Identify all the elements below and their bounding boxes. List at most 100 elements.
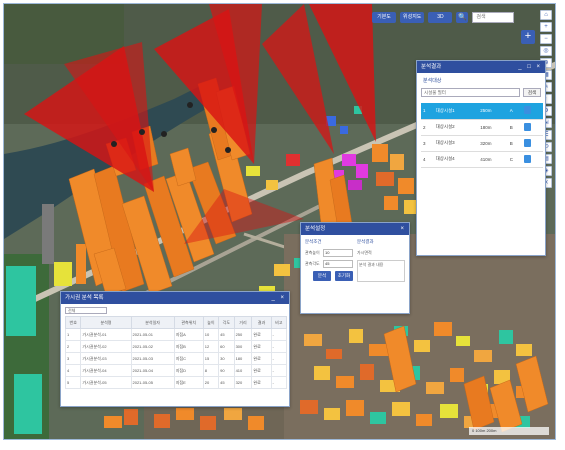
angle-label: 관측각도: [305, 261, 320, 266]
column-header[interactable]: 결과: [251, 316, 272, 329]
cell: 지점B: [173, 340, 204, 353]
results-filter-button[interactable]: 검색: [523, 88, 541, 97]
cell: 대상시설3: [433, 135, 479, 152]
table-row[interactable]: 2 가시권분석-02 2021-05-02 지점B 12 60 300 완료 -: [64, 340, 288, 353]
cell: 가시권분석-05: [80, 376, 132, 389]
top-toolbar: 기본도 위성지도 3D 🔍 검색: [372, 12, 515, 23]
analysis-note: 분석 결과 내용: [357, 260, 405, 282]
home-icon[interactable]: ⌂: [540, 10, 552, 20]
results-subtitle: 분석대상: [423, 78, 442, 84]
cell: 10: [202, 328, 220, 341]
column-header[interactable]: 분석일자: [130, 316, 175, 329]
cell: 가시권분석-01: [80, 328, 132, 341]
cell: 90: [218, 364, 235, 377]
cell: 1: [64, 328, 82, 341]
column-header[interactable]: 관측위치: [173, 316, 204, 329]
cell: 3: [64, 352, 82, 365]
results-panel-header[interactable]: 분석결과 _ □ ×: [417, 61, 545, 73]
analysis-popup-header[interactable]: 분석설정 ×: [301, 223, 409, 235]
cell: 2021-05-03: [130, 352, 175, 365]
toolbar-search-icon[interactable]: 🔍: [456, 12, 469, 23]
column-header[interactable]: 높이: [202, 316, 220, 329]
basemap-button[interactable]: 기본도: [372, 12, 396, 23]
results-filter-select[interactable]: 시설물 필터: [421, 88, 520, 97]
column-header[interactable]: 각도: [218, 316, 235, 329]
locate-icon[interactable]: ◎: [540, 46, 552, 56]
cell: B: [507, 135, 522, 152]
results-panel-title: 분석결과: [421, 64, 442, 70]
height-label: 관측높이: [305, 250, 320, 255]
results-filter: 시설물 필터 검색: [417, 86, 545, 99]
list-panel-title: 가시권 분석 목록: [65, 295, 104, 301]
cell: 4: [421, 151, 434, 168]
angle-input[interactable]: 45: [323, 260, 353, 268]
cell: 5: [64, 376, 82, 389]
analysis-list-table: 번호 분석명 분석일자 관측위치 높이 각도 거리 결과 비고 1 가시권분석-0…: [64, 316, 288, 389]
cell: 1: [421, 103, 434, 120]
cell: 300: [233, 340, 253, 353]
row-action-icon[interactable]: [521, 103, 543, 120]
cell: 8: [202, 364, 220, 377]
column-header[interactable]: 분석명: [80, 316, 132, 329]
cell: 2021-05-04: [130, 364, 175, 377]
search-input[interactable]: 검색: [472, 12, 515, 23]
cell: 320m: [478, 135, 508, 152]
analysis-list-panel: 가시권 분석 목록 _ × 전체 번호 분석명 분석일자 관측위치 높이 각도 …: [60, 291, 290, 407]
table-row[interactable]: 1 대상시설1 250m A: [421, 103, 543, 120]
cell: 가시권분석-04: [80, 364, 132, 377]
table-row[interactable]: 5 가시권분석-05 2021-05-05 지점E 20 45 320 완료 -: [64, 376, 288, 389]
cell: 410m: [478, 151, 508, 168]
zoom-in-icon[interactable]: +: [540, 22, 552, 32]
table-row[interactable]: 1 가시권분석-01 2021-05-01 지점A 10 45 250 완료 -: [64, 328, 288, 341]
cell: 60: [218, 340, 235, 353]
cell: 완료: [251, 352, 272, 365]
reset-button[interactable]: 초기화: [335, 271, 353, 281]
height-input[interactable]: 10: [323, 249, 353, 257]
add-button[interactable]: +: [521, 30, 535, 44]
table-row[interactable]: 4 가시권분석-04 2021-05-04 지점D 8 90 410 완료 -: [64, 364, 288, 377]
cell: 15: [202, 352, 220, 365]
column-header[interactable]: 거리: [233, 316, 253, 329]
cell: 완료: [251, 376, 272, 389]
zoom-out-icon[interactable]: −: [540, 34, 552, 44]
cell: 2: [421, 119, 434, 136]
satellite-button[interactable]: 위성지도: [400, 12, 425, 23]
3d-button[interactable]: 3D: [428, 12, 453, 23]
cell: C: [507, 151, 522, 168]
cell: 12: [202, 340, 220, 353]
cell: 320: [233, 376, 253, 389]
list-filter-select[interactable]: 전체: [65, 307, 107, 314]
cell: 20: [202, 376, 220, 389]
table-row[interactable]: 3 대상시설3 320m B: [421, 135, 543, 152]
cell: 대상시설2: [433, 119, 479, 136]
analysis-popup-title: 분석설정: [305, 226, 326, 232]
cell: 완료: [251, 328, 272, 341]
row-action-icon[interactable]: [521, 119, 543, 136]
table-row[interactable]: 3 가시권분석-03 2021-05-03 지점C 15 30 180 완료 -: [64, 352, 288, 365]
cell: 2021-05-05: [130, 376, 175, 389]
cell: 2021-05-02: [130, 340, 175, 353]
close-icon[interactable]: ×: [400, 226, 406, 232]
cell: 지점D: [173, 364, 204, 377]
results-panel-window-buttons[interactable]: _ □ ×: [518, 64, 542, 70]
map-viewport[interactable]: 기본도 위성지도 3D 🔍 검색 + ⌂ + − ◎ ⊕ ▦ ✎ ◐ ⚙ ⇲ ☰…: [3, 3, 556, 440]
list-panel-header[interactable]: 가시권 분석 목록 _ ×: [61, 292, 289, 304]
cell: -: [270, 364, 288, 377]
column-header[interactable]: 비고: [270, 316, 288, 329]
cell: 30: [218, 352, 235, 365]
row-action-icon[interactable]: [521, 151, 543, 168]
table-row[interactable]: 2 대상시설2 180m B: [421, 119, 543, 136]
cell: 250m: [478, 103, 508, 120]
cell: 3: [421, 135, 434, 152]
analyze-button[interactable]: 분석: [313, 271, 331, 281]
cell: 410: [233, 364, 253, 377]
table-row[interactable]: 4 대상시설4 410m C: [421, 151, 543, 168]
analysis-conditions: 분석조건 관측높이 10 관측각도 45 분석 초기화: [305, 239, 353, 282]
cell: 45: [218, 376, 235, 389]
cell: 지점C: [173, 352, 204, 365]
cell: 대상시설4: [433, 151, 479, 168]
analysis-results-title: 분석결과: [357, 239, 374, 244]
list-panel-window-buttons[interactable]: _ ×: [271, 295, 286, 301]
row-action-icon[interactable]: [521, 135, 543, 152]
column-header[interactable]: 번호: [64, 316, 82, 329]
